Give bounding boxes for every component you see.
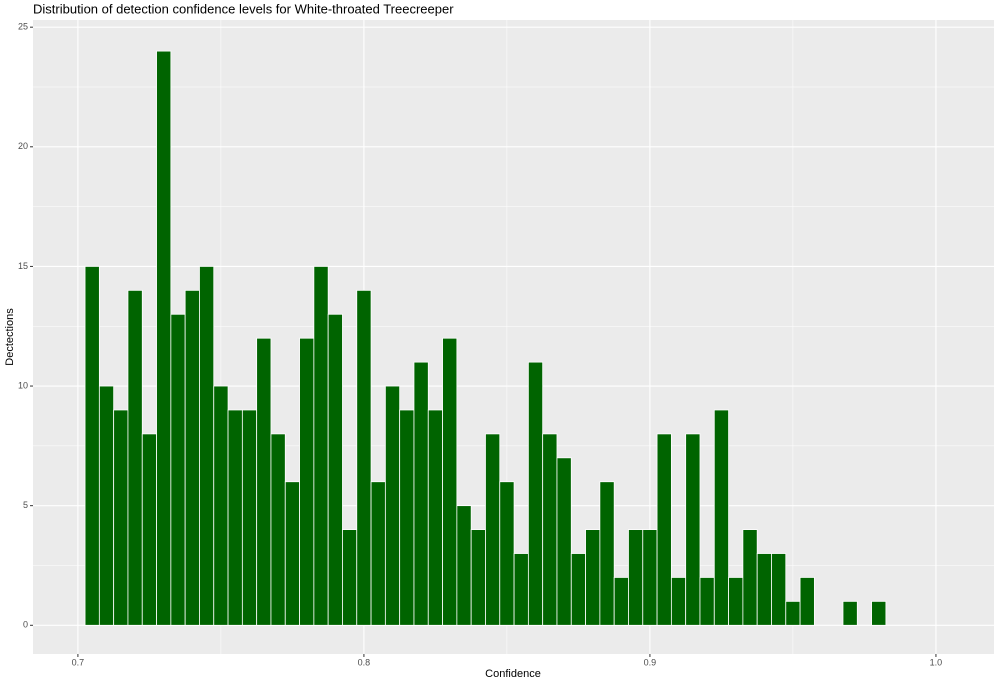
bar — [413, 361, 429, 626]
y-axis-title: Dectections — [4, 308, 16, 366]
bar — [270, 433, 286, 626]
bar — [342, 529, 358, 626]
bar — [613, 577, 629, 626]
y-tick-label: 10 — [18, 380, 28, 390]
x-tick-label: 1.0 — [930, 657, 943, 667]
bar — [370, 481, 386, 626]
x-tick-label: 0.8 — [358, 657, 371, 667]
y-tick-label: 15 — [18, 261, 28, 271]
bar — [427, 409, 443, 626]
bar — [227, 409, 243, 626]
bar — [485, 433, 501, 626]
bar — [156, 50, 172, 626]
chart-title: Distribution of detection confidence lev… — [33, 1, 454, 16]
bar — [199, 266, 215, 626]
bar — [456, 505, 472, 626]
bar — [442, 337, 458, 626]
bar — [585, 529, 601, 626]
bar — [642, 529, 658, 626]
bar — [470, 529, 486, 626]
bar — [356, 289, 372, 626]
bar — [299, 337, 315, 626]
bar — [785, 600, 801, 626]
y-tick-label: 5 — [23, 500, 28, 510]
bar — [384, 385, 401, 626]
y-tick-label: 25 — [18, 22, 28, 32]
bar — [141, 433, 157, 626]
bar — [256, 337, 272, 626]
bar — [98, 385, 115, 626]
bar — [570, 553, 586, 626]
y-tick-label: 0 — [23, 620, 28, 630]
bar — [628, 529, 644, 626]
bar — [113, 409, 129, 626]
bar — [313, 266, 329, 626]
bar — [527, 361, 544, 626]
bar — [670, 577, 687, 626]
bar — [728, 577, 744, 626]
bar — [799, 577, 815, 626]
bar — [284, 481, 300, 626]
bars — [84, 50, 887, 626]
bar — [127, 289, 143, 626]
bar — [513, 553, 529, 626]
bar — [871, 600, 887, 626]
bar — [556, 457, 572, 626]
y-tick-label: 20 — [18, 141, 28, 151]
bar — [542, 433, 558, 626]
x-tick-label: 0.9 — [644, 657, 657, 667]
bar — [327, 313, 343, 626]
bar — [685, 433, 701, 626]
bar — [184, 289, 200, 626]
bar — [842, 600, 858, 626]
bar — [499, 481, 515, 626]
bar — [399, 409, 415, 626]
bar — [713, 409, 729, 626]
x-tick-label: 0.7 — [72, 657, 85, 667]
bar — [170, 313, 186, 626]
bar — [742, 529, 758, 626]
bar — [241, 409, 258, 626]
bar — [699, 577, 715, 626]
x-axis-title: Confidence — [485, 668, 541, 680]
bar — [771, 553, 787, 626]
bar — [599, 481, 615, 626]
bar — [756, 553, 772, 626]
bar — [84, 266, 100, 626]
bar — [656, 433, 672, 626]
bar — [213, 385, 229, 626]
